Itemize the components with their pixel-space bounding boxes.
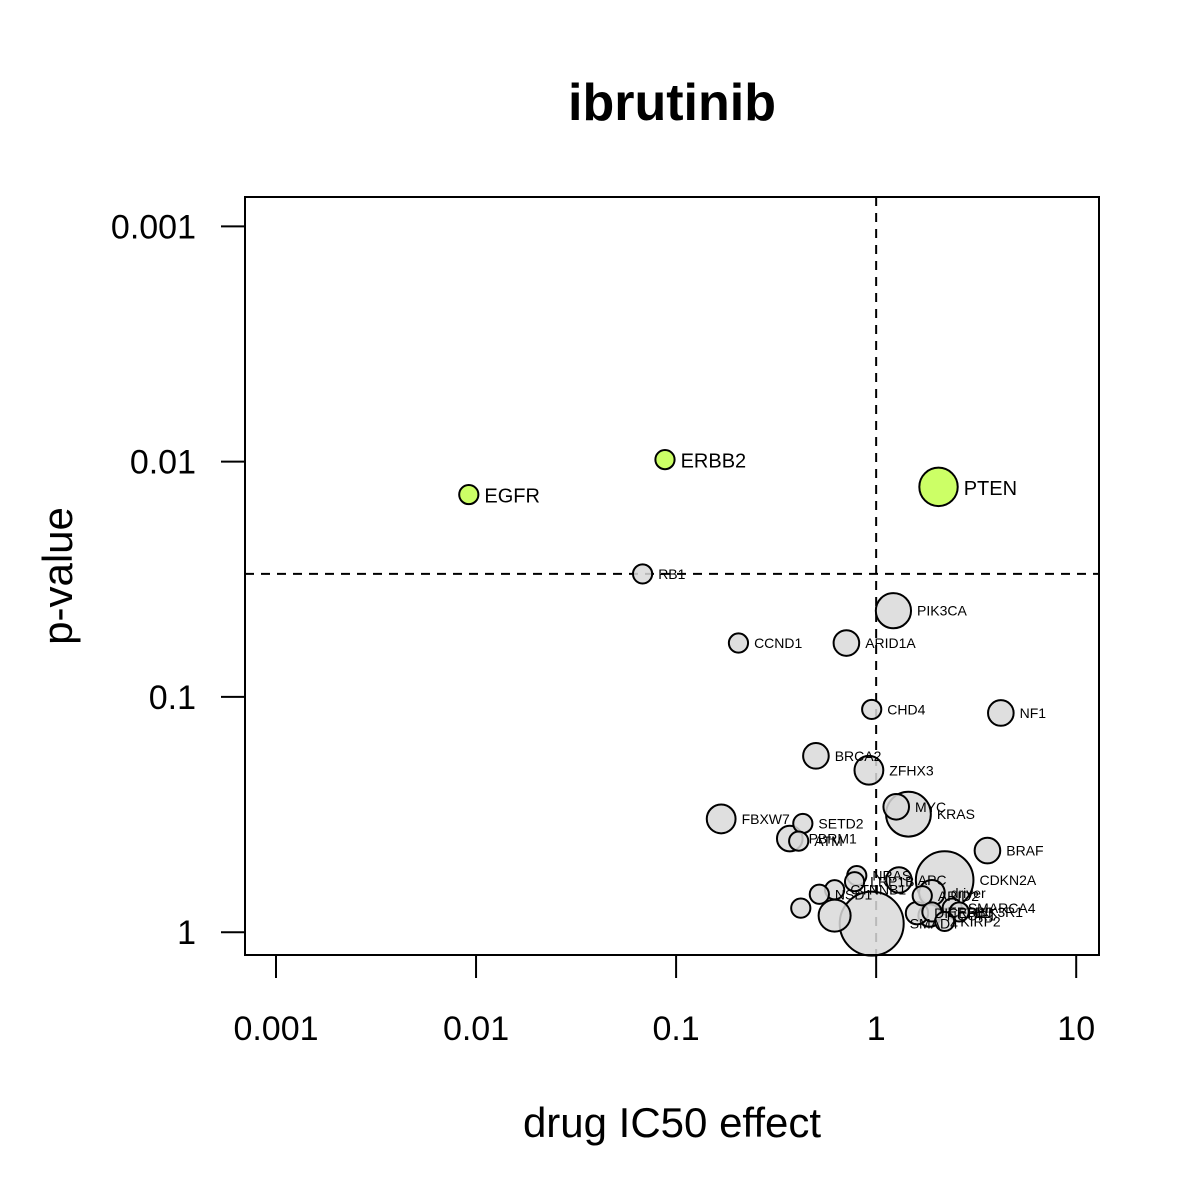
data-point	[802, 742, 830, 770]
point-label: NRAS	[872, 868, 911, 884]
x-tick-label: 0.01	[443, 1010, 509, 1048]
point-label: SMAD4	[910, 916, 958, 932]
data-point	[987, 699, 1015, 727]
data-point	[808, 883, 830, 905]
y-tick-label: 0.1	[149, 679, 196, 717]
point-label: DICER1	[934, 905, 986, 921]
y-tick-label: 0.01	[130, 444, 196, 482]
point-label: NF1	[1020, 705, 1047, 721]
point-label: BRAF	[1006, 843, 1043, 859]
point-label: ERBB2	[681, 451, 747, 473]
y-axis-label: p-value	[34, 507, 81, 645]
point-label: KIRP2	[960, 913, 1001, 929]
data-point	[853, 754, 885, 786]
x-tick-label: 10	[1057, 1010, 1095, 1048]
x-tick-label: 1	[867, 1010, 886, 1048]
data-point	[843, 871, 866, 893]
point-label: CDKN2A	[979, 872, 1036, 888]
data-point	[790, 897, 812, 919]
point-label: ARID2	[938, 888, 979, 904]
data-point	[705, 803, 737, 835]
point-label: NSD1	[835, 886, 873, 902]
data-point	[882, 792, 911, 821]
point-label: FBXW7	[742, 811, 790, 827]
point-label: SMARCA4	[968, 900, 1036, 916]
x-tick-label: 0.001	[233, 1010, 318, 1048]
point-label: BRCA2	[835, 748, 882, 764]
data-point	[934, 910, 956, 933]
data-point	[948, 901, 970, 923]
point-label: driver	[951, 885, 986, 901]
data-point	[918, 466, 959, 508]
point-label: PBRM1	[809, 831, 857, 847]
point-label: ATM	[814, 833, 843, 849]
data-point	[861, 698, 883, 721]
point-label: NCOR1	[947, 908, 996, 924]
point-label: APC	[918, 872, 947, 888]
x-axis: 0.001 0.01 0.1 1 10	[233, 954, 1095, 1048]
point-label: PTEN	[964, 478, 1017, 500]
data-point	[458, 483, 480, 506]
y-axis: 0.001 0.01 0.1 1	[111, 208, 246, 952]
x-axis-label: drug IC50 effect	[523, 1099, 821, 1146]
y-tick-label: 1	[177, 914, 196, 952]
point-label: ERBB3	[948, 904, 994, 920]
point-label: CHD4	[887, 701, 925, 717]
point-label: EGFR	[484, 486, 540, 508]
point-label: CTNNB1	[850, 882, 906, 898]
data-point	[973, 836, 1002, 865]
chart-title: ibrutinib	[568, 74, 776, 132]
point-label: LRP1B	[870, 874, 914, 890]
point-label: MYC	[915, 799, 946, 815]
plot-area: SMAD4 CDKN2A KRAS PTEN PIK3CA ZFHX3 FBXW7 ARID1…	[245, 197, 1099, 957]
data-point	[832, 629, 861, 657]
data-point	[727, 632, 750, 654]
point-label: KRAS	[937, 806, 975, 822]
data-point	[788, 830, 810, 852]
data-point	[817, 898, 852, 933]
data-point	[631, 563, 654, 585]
x-tick-label: 0.1	[652, 1010, 699, 1048]
point-label: CCND1	[754, 635, 802, 651]
data-point	[874, 592, 913, 630]
data-point	[885, 866, 913, 894]
point-label: SETD2	[818, 815, 863, 831]
point-label: ARID1A	[865, 635, 916, 651]
point-label: PIK3CA	[917, 603, 967, 619]
y-tick-label: 0.001	[111, 208, 196, 246]
data-point	[654, 448, 676, 471]
point-label: PIK3R1	[975, 904, 1023, 920]
point-label: ZFHX3	[889, 762, 934, 778]
data-point	[911, 885, 933, 907]
point-label: RB1	[658, 566, 685, 582]
